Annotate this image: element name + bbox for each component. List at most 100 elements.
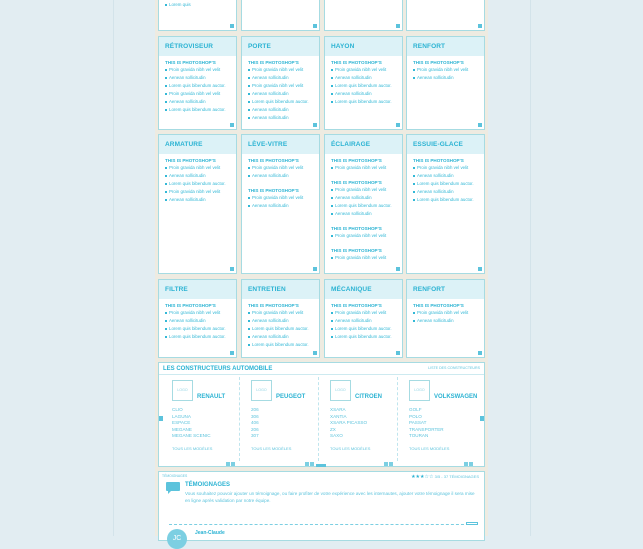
list-link[interactable]: Lorem quis bibendum auctor.	[248, 325, 313, 333]
plus-icon[interactable]	[231, 462, 235, 466]
expand-icon[interactable]	[230, 267, 234, 271]
list-link[interactable]: Aenean sollicitudin	[165, 172, 230, 180]
list-link[interactable]: Aenean sollicitudin	[248, 172, 313, 180]
rating-text[interactable]: 3/5 - 37 TÉMOIGNAGES	[434, 474, 479, 479]
brand-logo[interactable]: LOGO	[409, 380, 430, 401]
list-link[interactable]: Proin gravida nibh vel velit	[248, 309, 313, 317]
card-title[interactable]: RENFORT	[407, 280, 484, 299]
model-link[interactable]: SAXO	[330, 433, 343, 438]
list-link[interactable]: Aenean sollicitudin	[331, 194, 396, 202]
expand-icon[interactable]	[313, 24, 317, 28]
brand-name[interactable]: CITROEN	[355, 394, 382, 400]
list-link[interactable]: Lorem quis bibendum auctor.	[248, 341, 313, 349]
list-link[interactable]: Lorem quis bibendum auctor.	[331, 82, 396, 90]
model-link[interactable]: TOURAN	[409, 433, 429, 438]
list-link[interactable]: Proin gravida nibh vel velit	[331, 309, 396, 317]
list-link[interactable]: Aenean sollicitudin	[248, 90, 313, 98]
list-link[interactable]: Lorem quis	[165, 1, 230, 9]
list-link[interactable]: Proin gravida nibh vel velit	[331, 66, 396, 74]
expand-icon[interactable]	[478, 267, 482, 271]
list-link[interactable]: Aenean sollicitudin	[331, 210, 396, 218]
list-link[interactable]: Proin gravida nibh vel velit	[248, 66, 313, 74]
expand-icon[interactable]	[230, 351, 234, 355]
brand-logo[interactable]: LOGO	[172, 380, 193, 401]
list-link[interactable]: Aenean sollicitudin	[248, 106, 313, 114]
list-link[interactable]: Lorem quis bibendum auctor.	[331, 202, 396, 210]
minus-icon[interactable]	[226, 462, 230, 466]
list-link[interactable]: Lorem quis bibendum auctor.	[165, 325, 230, 333]
minus-icon[interactable]	[305, 462, 309, 466]
model-link[interactable]: 306	[251, 413, 259, 419]
list-link[interactable]: Proin gravida nibh vel velit	[248, 194, 313, 202]
model-link[interactable]: MEGANE SCENIC	[172, 433, 211, 438]
brands-list-link[interactable]: LISTE DES CONSTRUCTEURS	[428, 366, 480, 370]
list-link[interactable]: Lorem quis bibendum auctor.	[413, 196, 478, 204]
expand-icon[interactable]	[478, 123, 482, 127]
model-link[interactable]: 206	[251, 426, 259, 432]
list-link[interactable]: Proin gravida nibh vel velit	[248, 164, 313, 172]
model-link[interactable]: CLIO	[172, 407, 183, 412]
list-link[interactable]: Lorem quis bibendum auctor.	[165, 180, 230, 188]
model-link[interactable]: GOLF	[409, 407, 422, 412]
expand-icon[interactable]	[230, 24, 234, 28]
list-link[interactable]: Aenean sollicitudin	[248, 0, 313, 1]
expand-icon[interactable]	[313, 123, 317, 127]
list-link[interactable]: Aenean sollicitudin	[248, 74, 313, 82]
model-link[interactable]: ESPACE	[172, 420, 191, 425]
carousel-pager[interactable]	[316, 464, 326, 467]
list-link[interactable]: Lorem quis bibendum auctor.	[331, 325, 396, 333]
model-link[interactable]: TRANSPORTER	[409, 426, 444, 432]
list-link[interactable]: Aenean sollicitudin	[248, 114, 313, 122]
card-title[interactable]: ESSUIE-GLACE	[407, 135, 484, 154]
expand-icon[interactable]	[478, 24, 482, 28]
card-title[interactable]: ENTRETIEN	[242, 280, 319, 299]
card-title[interactable]: FILTRE	[159, 280, 236, 299]
model-link[interactable]: XANTIA	[330, 413, 347, 419]
list-link[interactable]: Aenean sollicitudin	[248, 202, 313, 210]
list-link[interactable]: Aenean sollicitudin	[248, 317, 313, 325]
list-link[interactable]: Proin gravida nibh vel velit	[165, 188, 230, 196]
card-title[interactable]: HAYON	[325, 37, 402, 56]
expand-icon[interactable]	[478, 351, 482, 355]
card-title[interactable]: RÉTROVISEUR	[159, 37, 236, 56]
list-link[interactable]: Aenean sollicitudin	[413, 172, 478, 180]
all-models-link[interactable]: TOUS LES MODÈLES	[409, 446, 450, 451]
list-link[interactable]: Proin gravida nibh vel velit	[248, 82, 313, 90]
list-link[interactable]: Aenean sollicitudin	[165, 74, 230, 82]
list-link[interactable]: Lorem quis bibendum auctor.	[248, 98, 313, 106]
all-models-link[interactable]: TOUS LES MODÈLES	[251, 446, 292, 451]
expand-icon[interactable]	[396, 351, 400, 355]
list-link[interactable]: Lorem quis bibendum auctor.	[331, 333, 396, 341]
add-testimonial-button[interactable]	[466, 522, 478, 525]
list-link[interactable]: Aenean sollicitudin	[165, 317, 230, 325]
expand-icon[interactable]	[396, 267, 400, 271]
prev-arrow-icon[interactable]	[159, 416, 163, 421]
expand-icon[interactable]	[396, 123, 400, 127]
model-link[interactable]: PASSAT	[409, 420, 427, 425]
plus-icon[interactable]	[310, 462, 314, 466]
list-link[interactable]: Proin gravida nibh vel velit	[413, 164, 478, 172]
minus-icon[interactable]	[384, 462, 388, 466]
brand-name[interactable]: RENAULT	[197, 394, 226, 400]
model-link[interactable]: 206	[251, 407, 259, 412]
brand-name[interactable]: VOLKSWAGEN	[434, 394, 478, 400]
card-title[interactable]: RENFORT	[407, 37, 484, 56]
all-models-link[interactable]: TOUS LES MODÈLES	[330, 446, 371, 451]
model-link[interactable]: XSARA	[330, 407, 346, 412]
all-models-link[interactable]: TOUS LES MODÈLES	[172, 446, 213, 451]
model-link[interactable]: XSARA PICASSO	[330, 420, 368, 425]
list-link[interactable]: Aenean sollicitudin	[331, 317, 396, 325]
expand-icon[interactable]	[313, 351, 317, 355]
expand-icon[interactable]	[396, 24, 400, 28]
model-link[interactable]: 307	[251, 433, 259, 438]
list-link[interactable]: Proin gravida nibh vel velit	[331, 254, 396, 262]
list-link[interactable]: Aenean sollicitudin	[413, 74, 478, 82]
model-link[interactable]: POLO	[409, 413, 422, 419]
list-link[interactable]: Lorem quis bibendum auctor.	[331, 98, 396, 106]
list-link[interactable]: Proin gravida nibh vel velit	[331, 164, 396, 172]
list-link[interactable]: Aenean sollicitudin	[165, 196, 230, 204]
expand-icon[interactable]	[313, 267, 317, 271]
list-link[interactable]: Lorem quis bibendum auctor.	[165, 82, 230, 90]
card-title[interactable]: MÉCANIQUE	[325, 280, 402, 299]
next-arrow-icon[interactable]	[480, 416, 484, 421]
